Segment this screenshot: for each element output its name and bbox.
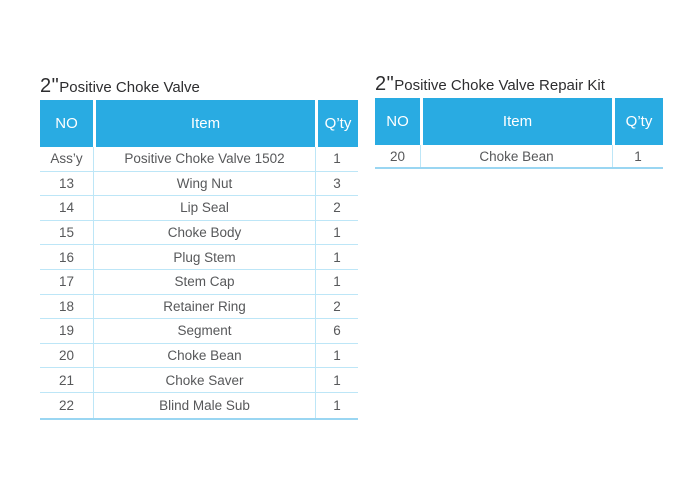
cell-qty: 1: [315, 368, 358, 392]
valve-size-prefix: 2": [40, 75, 60, 97]
cell-no: 20: [58, 348, 75, 364]
cell-item: Lip Seal: [93, 196, 315, 220]
cell-qty: 6: [315, 319, 358, 343]
table-row: 19 Segment 6: [40, 319, 358, 344]
repair-kit-title: 2"Positive Choke Valve Repair Kit: [375, 73, 605, 97]
table-row: 16 Plug Stem 1: [40, 245, 358, 270]
table-row: Ass’y Positive Choke Valve 1502 1: [40, 147, 358, 172]
cell-no: 18: [58, 298, 75, 314]
table-header-row: NO Item Q’ty: [375, 98, 663, 145]
cell-item: Segment: [93, 319, 315, 343]
cell-item: Choke Body: [93, 220, 315, 245]
table-header-row: NO Item Q’ty: [40, 100, 358, 147]
cell-qty: 1: [315, 343, 358, 368]
cell-no: 19: [58, 323, 75, 339]
table-body: 20 Choke Bean 1: [375, 145, 663, 169]
cell-item: Blind Male Sub: [93, 392, 315, 418]
column-header-qty: Q’ty: [612, 98, 663, 145]
cell-no: 17: [58, 274, 75, 290]
column-header-qty: Q’ty: [315, 100, 358, 147]
cell-item: Wing Nut: [93, 171, 315, 196]
positive-choke-valve-title: 2"Positive Choke Valve: [40, 75, 200, 99]
cell-no: 15: [58, 225, 75, 241]
cell-item: Positive Choke Valve 1502: [93, 147, 315, 171]
table-row: 17 Stem Cap 1: [40, 269, 358, 295]
cell-qty: 3: [315, 171, 358, 196]
cell-qty: 2: [315, 294, 358, 319]
cell-item: Retainer Ring: [93, 294, 315, 319]
table-body: Ass’y Positive Choke Valve 1502 1 13 Win…: [40, 147, 358, 420]
column-header-item: Item: [420, 98, 612, 145]
cell-qty: 1: [315, 269, 358, 294]
table-row: 13 Wing Nut 3: [40, 171, 358, 197]
table-row: 21 Choke Saver 1: [40, 368, 358, 393]
cell-no: 13: [58, 175, 75, 191]
table-row: 20 Choke Bean 1: [40, 343, 358, 369]
cell-no: 16: [58, 249, 75, 265]
cell-item: Choke Saver: [93, 368, 315, 392]
cell-qty: 1: [315, 392, 358, 418]
cell-qty: 1: [612, 145, 663, 167]
table-row: 22 Blind Male Sub 1: [40, 392, 358, 418]
table-row: 20 Choke Bean 1: [375, 145, 663, 167]
table-row: 14 Lip Seal 2: [40, 196, 358, 221]
repair-kit-title-text: Positive Choke Valve Repair Kit: [394, 77, 605, 94]
valve-title-text: Positive Choke Valve: [59, 79, 200, 96]
cell-no: 21: [58, 372, 75, 388]
cell-item: Stem Cap: [93, 269, 315, 294]
repair-kit-table: NO Item Q’ty 20 Choke Bean 1: [375, 98, 663, 169]
cell-no: 14: [58, 200, 75, 216]
cell-item: Choke Bean: [93, 343, 315, 368]
column-header-no: NO: [40, 100, 93, 147]
table-row: 15 Choke Body 1: [40, 220, 358, 246]
column-header-item: Item: [93, 100, 315, 147]
valve-size-prefix: 2": [375, 73, 395, 95]
cell-item: Choke Bean: [420, 145, 612, 167]
positive-choke-valve-table: NO Item Q’ty Ass’y Positive Choke Valve …: [40, 100, 358, 420]
cell-qty: 1: [315, 245, 358, 269]
cell-qty: 1: [315, 220, 358, 245]
cell-qty: 2: [315, 196, 358, 220]
table-row: 18 Retainer Ring 2: [40, 294, 358, 320]
cell-qty: 1: [315, 147, 358, 171]
cell-no: Ass’y: [50, 151, 83, 167]
cell-item: Plug Stem: [93, 245, 315, 269]
cell-no: 20: [389, 148, 406, 164]
column-header-no: NO: [375, 98, 420, 145]
cell-no: 22: [58, 397, 75, 413]
